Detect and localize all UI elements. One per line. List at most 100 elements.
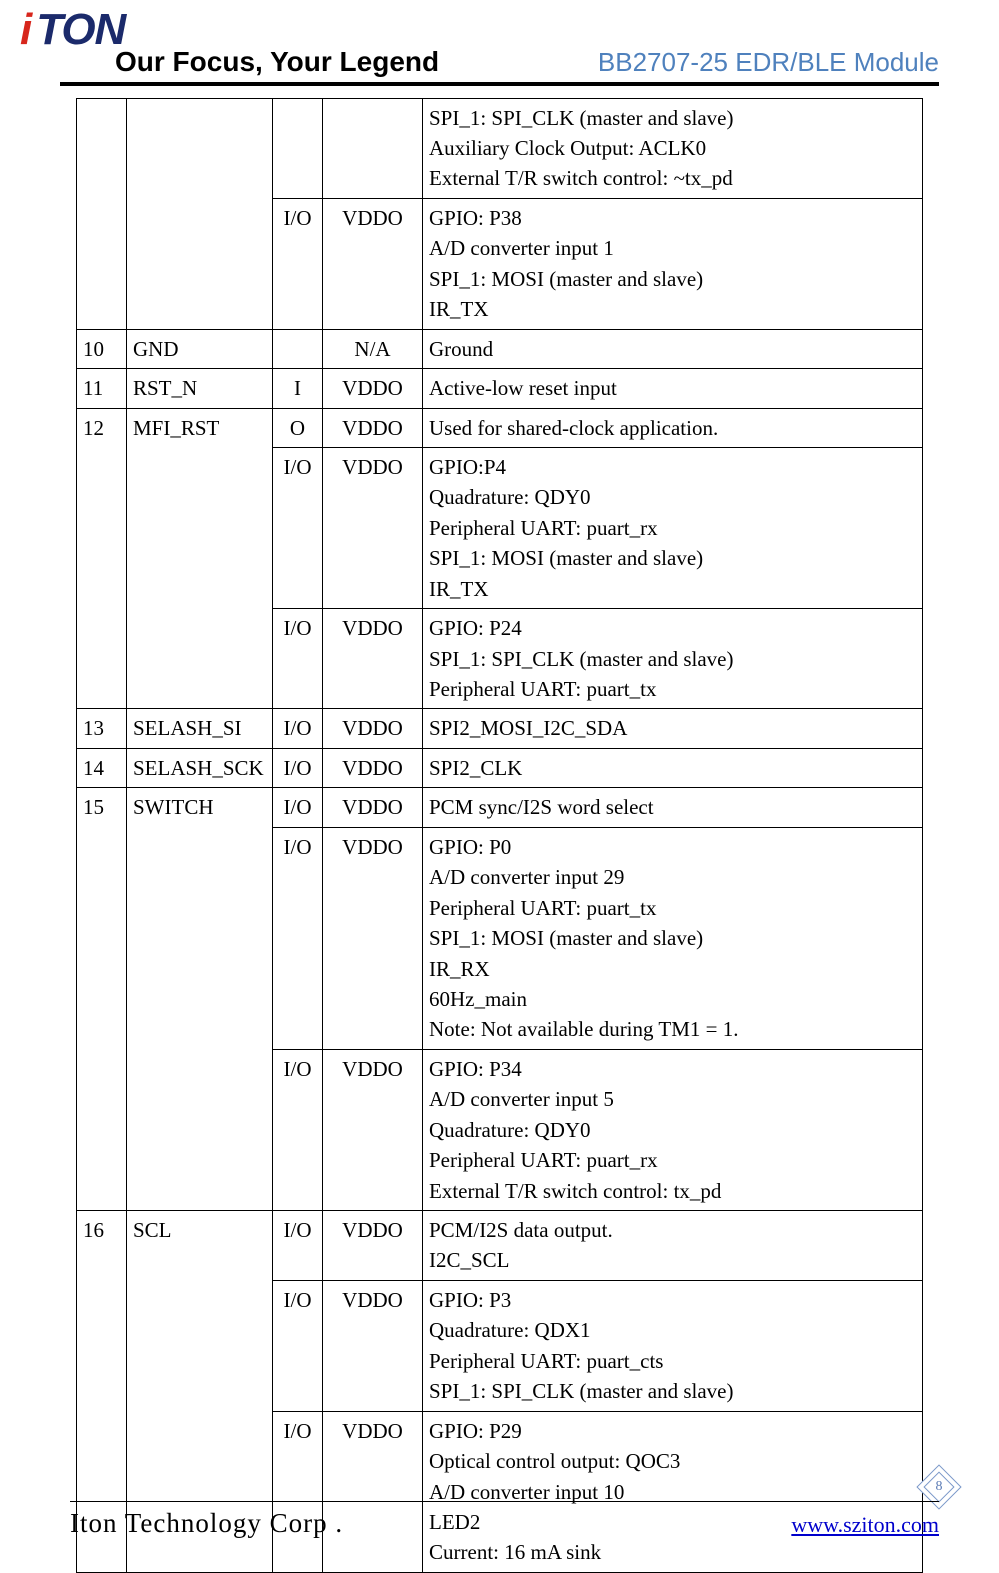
description-line: Current: 16 mA sink [429,1537,916,1567]
description-line: GPIO: P29 [429,1416,916,1446]
cell-domain: VDDO [323,1411,423,1572]
cell-domain: VDDO [323,1280,423,1411]
description-line: IR_RX [429,954,916,984]
cell-domain: VDDO [323,827,423,1049]
description-line: SPI_1: MOSI (master and slave) [429,543,916,573]
description-line: Note: Not available during TM1 = 1. [429,1014,916,1044]
description-line: IR_TX [429,574,916,604]
description-line: PCM/I2S data output. [429,1215,916,1245]
company-name: Iton Technology Corp . [70,1508,343,1539]
description-line: External T/R switch control: ~tx_pd [429,163,916,193]
cell-description: GPIO: P29Optical control output: QOC3A/D… [423,1411,923,1572]
cell-domain: VDDO [323,1211,423,1281]
cell-domain: VDDO [323,709,423,748]
page: iTON Our Focus, Your Legend BB2707-25 ED… [0,0,999,1573]
description-line: Peripheral UART: puart_cts [429,1346,916,1376]
cell-pin: 15 [77,788,127,1211]
description-line: A/D converter input 5 [429,1084,916,1114]
description-line: SPI_1: SPI_CLK (master and slave) [429,1376,916,1406]
cell-name: SWITCH [127,788,273,1211]
cell-type: I/O [273,748,323,787]
description-line: GPIO: P24 [429,613,916,643]
description-line: GPIO:P4 [429,452,916,482]
description-line: Peripheral UART: puart_rx [429,513,916,543]
description-line: I2C_SCL [429,1245,916,1275]
cell-type: I/O [273,447,323,608]
pin-table-wrapper: SPI_1: SPI_CLK (master and slave)Auxilia… [76,98,923,1573]
logo: iTON [20,10,939,50]
cell-pin: 14 [77,748,127,787]
table-row: 12MFI_RSTOVDDOUsed for shared-clock appl… [77,408,923,447]
table-row: SPI_1: SPI_CLK (master and slave)Auxilia… [77,98,923,198]
description-line: PCM sync/I2S word select [429,792,916,822]
cell-type [273,329,323,368]
table-row: 15SWITCHI/OVDDOPCM sync/I2S word select [77,788,923,827]
description-line: Auxiliary Clock Output: ACLK0 [429,133,916,163]
cell-type: I/O [273,1280,323,1411]
cell-description: PCM/I2S data output.I2C_SCL [423,1211,923,1281]
description-line: Peripheral UART: puart_rx [429,1145,916,1175]
cell-description: GPIO: P24SPI_1: SPI_CLK (master and slav… [423,609,923,709]
cell-pin: 11 [77,369,127,408]
cell-description: SPI2_MOSI_I2C_SDA [423,709,923,748]
cell-type: I/O [273,1411,323,1572]
website-link[interactable]: www.sziton.com [791,1512,939,1538]
cell-name: SELASH_SCK [127,748,273,787]
description-line: Ground [429,334,916,364]
table-row: 11RST_NIVDDOActive-low reset input [77,369,923,408]
description-line: SPI_1: MOSI (master and slave) [429,923,916,953]
cell-description: GPIO: P34A/D converter input 5Quadrature… [423,1049,923,1210]
cell-name: MFI_RST [127,408,273,709]
cell-description: GPIO: P38A/D converter input 1SPI_1: MOS… [423,198,923,329]
description-line: Quadrature: QDY0 [429,1115,916,1145]
table-row: 16SCLI/OVDDOPCM/I2S data output.I2C_SCL [77,1211,923,1281]
cell-domain: VDDO [323,788,423,827]
cell-type: I/O [273,609,323,709]
description-line: SPI_1: SPI_CLK (master and slave) [429,103,916,133]
cell-type: I/O [273,788,323,827]
logo-glyph-i: i [20,10,32,50]
cell-domain: VDDO [323,609,423,709]
table-row: 13SELASH_SII/OVDDOSPI2_MOSI_I2C_SDA [77,709,923,748]
cell-description: Active-low reset input [423,369,923,408]
description-line: External T/R switch control: tx_pd [429,1176,916,1206]
cell-type: I/O [273,198,323,329]
description-line: GPIO: P34 [429,1054,916,1084]
cell-type [273,98,323,198]
cell-type: I/O [273,1211,323,1281]
cell-domain: N/A [323,329,423,368]
cell-description: Ground [423,329,923,368]
page-number: 8 [924,1472,954,1502]
table-row: 14SELASH_SCKI/OVDDOSPI2_CLK [77,748,923,787]
pin-table: SPI_1: SPI_CLK (master and slave)Auxilia… [76,98,923,1573]
cell-type: I [273,369,323,408]
cell-domain [323,98,423,198]
description-line: Active-low reset input [429,373,916,403]
cell-domain: VDDO [323,408,423,447]
cell-pin: 12 [77,408,127,709]
cell-type: I/O [273,827,323,1049]
description-line: Quadrature: QDY0 [429,482,916,512]
description-line: A/D converter input 29 [429,862,916,892]
module-name-text: BB2707-25 EDR/BLE Module [598,47,939,78]
table-row: 10GND N/AGround [77,329,923,368]
cell-pin: 10 [77,329,127,368]
description-line: Used for shared-clock application. [429,413,916,443]
cell-description: SPI_1: SPI_CLK (master and slave)Auxilia… [423,98,923,198]
cell-domain: VDDO [323,447,423,608]
cell-pin [77,98,127,329]
page-header: iTON Our Focus, Your Legend BB2707-25 ED… [0,0,999,78]
footer-rule [70,1501,939,1502]
tagline-text: Our Focus, Your Legend [115,46,439,78]
header-title-row: Our Focus, Your Legend BB2707-25 EDR/BLE… [20,46,939,78]
cell-type: I/O [273,1049,323,1210]
description-line: 60Hz_main [429,984,916,1014]
cell-name: GND [127,329,273,368]
cell-description: PCM sync/I2S word select [423,788,923,827]
cell-type: I/O [273,709,323,748]
description-line: GPIO: P38 [429,203,916,233]
cell-name: RST_N [127,369,273,408]
logo-glyph-ton: TON [36,10,125,50]
cell-description: Used for shared-clock application. [423,408,923,447]
description-line: SPI_1: SPI_CLK (master and slave) [429,644,916,674]
